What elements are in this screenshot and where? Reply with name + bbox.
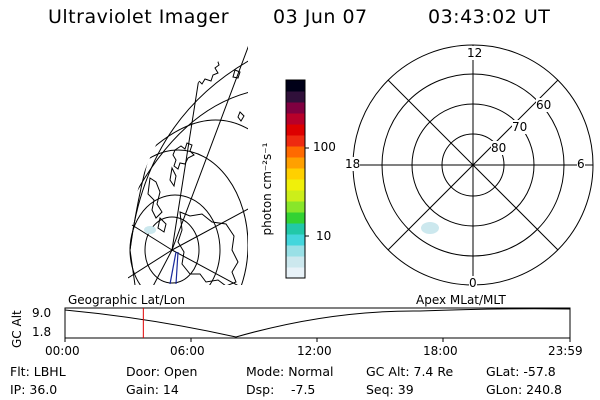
lat-label-80: 80 xyxy=(491,141,507,155)
timeline-xtick: 00:00 xyxy=(45,344,80,358)
timeline-ylabel: GC Alt xyxy=(10,310,24,348)
dsp-info-label: Dsp: xyxy=(246,382,275,397)
coastline xyxy=(169,166,177,188)
colorbar-tick: 100 xyxy=(313,140,336,154)
polar-label: Apex MLat/MLT xyxy=(416,293,506,307)
colorbar-frame xyxy=(285,79,306,279)
gc-alt-info: GC Alt: 7.4 Re xyxy=(366,364,454,379)
header-date: 03 Jun 07 xyxy=(273,6,368,28)
timeline-xtick: 06:00 xyxy=(170,344,205,358)
timeline-xtick: 12:00 xyxy=(297,344,332,358)
coastline xyxy=(237,111,245,122)
colorbar-segment xyxy=(286,157,305,169)
coastline xyxy=(157,216,167,233)
timeline-ytick-low: 1.8 xyxy=(32,325,52,339)
lat-circle xyxy=(131,91,248,201)
lat-label-70: 70 xyxy=(512,120,528,134)
colorbar-segment xyxy=(286,146,305,158)
meridian xyxy=(149,249,173,285)
altitude-curve xyxy=(64,308,571,338)
timeline-xtick: 23:59 xyxy=(548,344,583,358)
lat-circle xyxy=(144,216,200,284)
seq-info: Seq: 39 xyxy=(366,382,414,397)
meridian xyxy=(131,224,173,251)
dsp-info-value: -7.5 xyxy=(291,382,316,397)
colorbar-segment xyxy=(286,212,305,224)
gain-info: Gain: 14 xyxy=(126,382,179,397)
mlt-label-18: 18 xyxy=(345,157,361,171)
colorbar-segment xyxy=(286,91,305,103)
colorbar-segment xyxy=(286,179,305,191)
colorbar-segment xyxy=(286,223,305,235)
colorbar-segment xyxy=(286,234,305,246)
aurora-blob xyxy=(421,222,439,234)
timeline-xtick: 18:00 xyxy=(423,344,458,358)
lat-circle xyxy=(128,149,248,285)
coastline xyxy=(147,177,163,219)
mlt-label-6: 6 xyxy=(577,157,585,171)
mode-info: Mode: Normal xyxy=(246,364,334,379)
header-time: 03:43:02 UT xyxy=(428,6,551,28)
lat-circle xyxy=(129,59,248,251)
mlt-label-0: 0 xyxy=(469,276,477,290)
meridian xyxy=(171,249,248,285)
coastline xyxy=(232,69,241,79)
meridian xyxy=(171,41,248,251)
filter-info: Flt: LBHL xyxy=(10,364,66,379)
colorbar-segment xyxy=(286,168,305,180)
colorbar-segment xyxy=(286,135,305,147)
colorbar-segment xyxy=(286,124,305,136)
glat-info: GLat: -57.8 xyxy=(486,364,556,379)
ip-info: IP: 36.0 xyxy=(10,382,58,397)
colorbar-segment xyxy=(286,80,305,92)
colorbar-segment xyxy=(286,190,305,202)
instrument-title: Ultraviolet Imager xyxy=(48,6,230,28)
colorbar-tick: 10 xyxy=(316,229,332,243)
lat-label-60: 60 xyxy=(536,98,552,112)
door-info: Door: Open xyxy=(126,364,198,379)
colorbar-segment xyxy=(286,201,305,213)
glon-info: GLon: 240.8 xyxy=(486,382,562,397)
colorbar-segment xyxy=(286,267,305,279)
colorbar-segment xyxy=(286,245,305,257)
meridian xyxy=(171,207,248,251)
mlt-label-12: 12 xyxy=(467,46,483,60)
coastline xyxy=(177,211,239,285)
timeline-ytick-high: 9.0 xyxy=(32,306,52,320)
colorbar-segment xyxy=(286,256,305,268)
colorbar-segment xyxy=(286,113,305,125)
geo-map-label: Geographic Lat/Lon xyxy=(68,293,186,307)
colorbar-segment xyxy=(286,102,305,114)
lat-circle xyxy=(129,194,221,285)
meridian xyxy=(128,249,173,279)
coastline xyxy=(172,142,195,170)
